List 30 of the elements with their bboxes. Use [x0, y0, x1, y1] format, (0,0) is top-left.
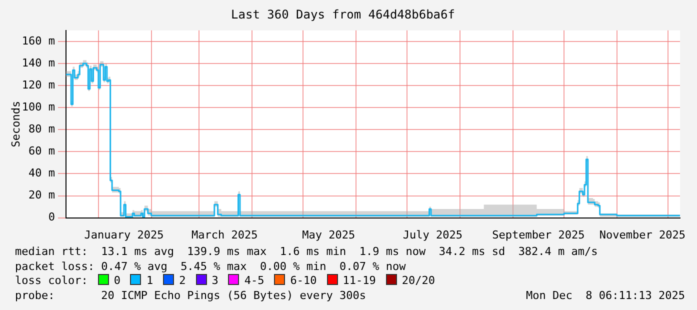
y-tick-label: 20 m — [28, 188, 56, 202]
x-tick-label: March 2025 — [192, 228, 258, 242]
y-tick-label: 60 m — [28, 144, 56, 158]
text: packet loss: 0.47 % avg 5.45 % max 0.00 % min 0.07 % now — [15, 260, 406, 272]
text: 3 — [212, 274, 218, 287]
x-tick-label: November 2025 — [599, 228, 686, 242]
text: probe: 20 ICMP Echo Pings (56 Bytes) every 300s — [15, 288, 366, 302]
text: 1 — [146, 274, 154, 287]
x-tick-label: September 2025 — [492, 228, 585, 242]
x-tick-label: May 2025 — [302, 228, 356, 242]
y-tick-label: 120 m — [22, 78, 56, 92]
chart-title: Last 360 Days from 464d48b6ba6f — [231, 7, 455, 22]
text: 6-10 — [290, 274, 317, 287]
y-tick-label: 40 m — [28, 166, 56, 180]
y-tick-label: 140 m — [22, 56, 56, 70]
text: median rtt: 13.1 ms avg 139.9 ms max 1.6 ms min 1.9 ms now 34.2 ms sd 382.4 m am/s — [15, 245, 598, 258]
text: Mon Dec 8 06:11:13 2025 — [526, 288, 685, 303]
x-tick-label: January 2025 — [84, 228, 164, 242]
text: loss color: — [15, 274, 88, 287]
text: 20/20 — [402, 274, 435, 287]
text: 11-19 — [342, 274, 376, 287]
text: 2 — [179, 274, 186, 287]
x-tick-label: July 2025 — [402, 228, 462, 242]
y-tick-label: 80 m — [28, 122, 56, 136]
y-axis-title: Seconds — [9, 100, 22, 148]
text: 0 — [114, 274, 120, 287]
y-tick-label: 160 m — [22, 34, 56, 48]
y-tick-label: 100 m — [22, 100, 56, 114]
text: 4-5 — [244, 274, 264, 287]
y-tick-label: 0 — [48, 210, 55, 224]
